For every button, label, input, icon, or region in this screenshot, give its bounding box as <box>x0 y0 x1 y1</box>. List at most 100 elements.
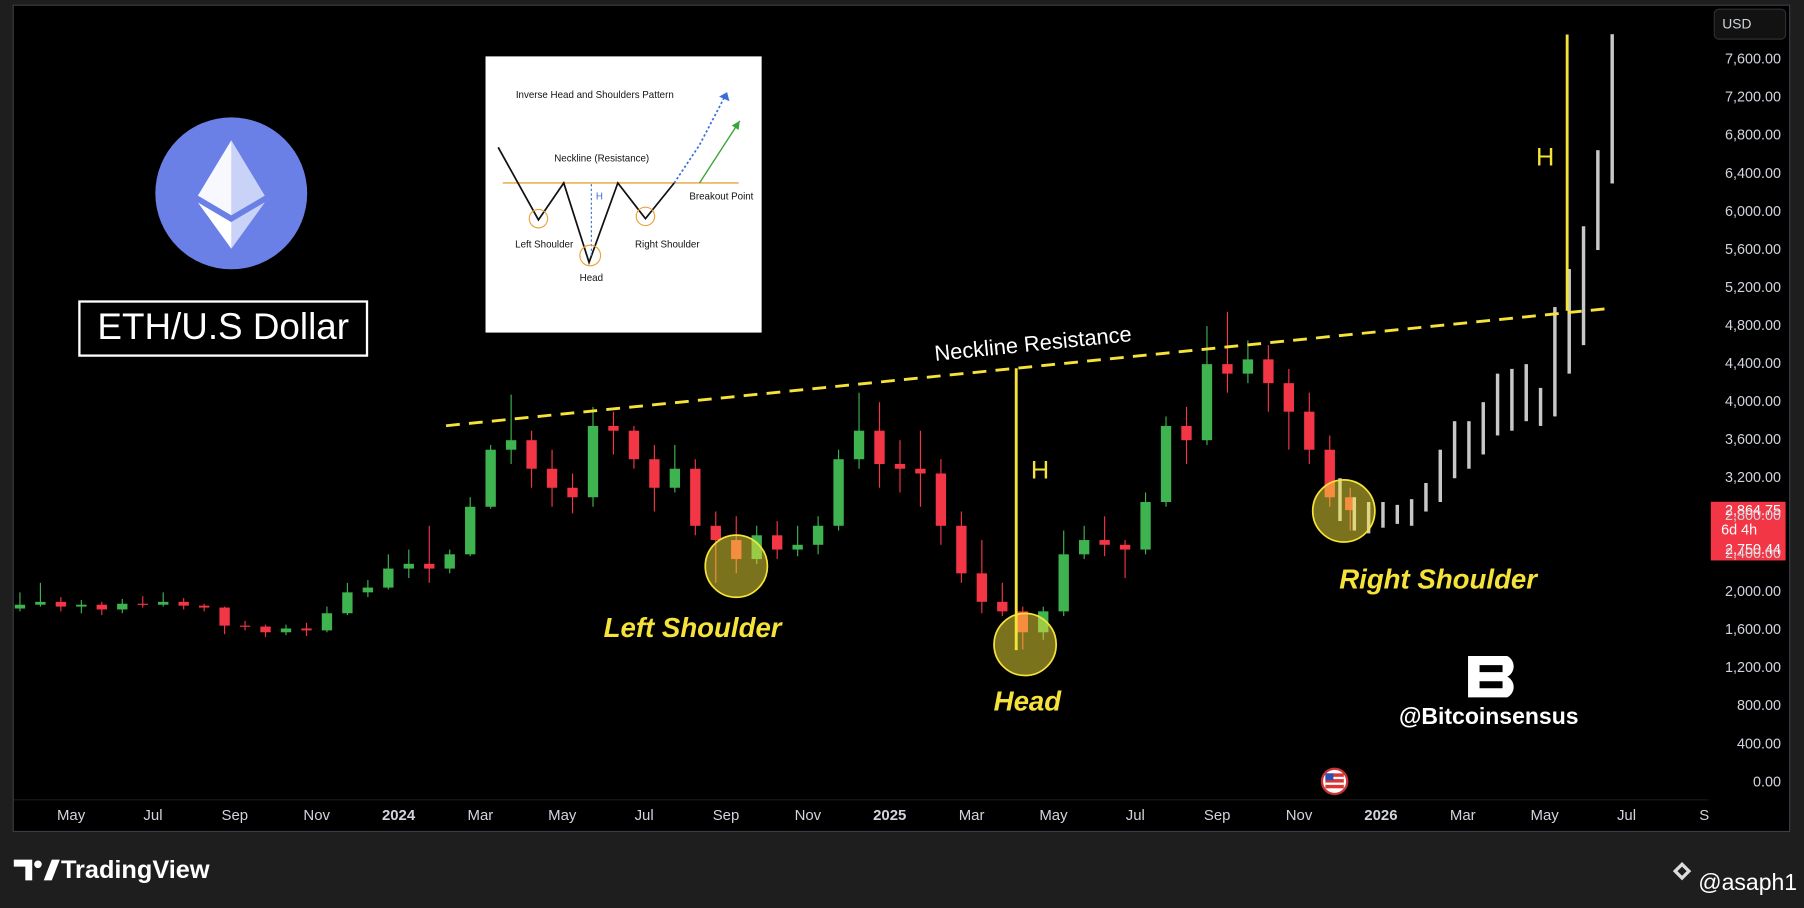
y-tick-label: 6,000.00 <box>1725 204 1781 220</box>
candle-body <box>710 525 721 541</box>
candle-body <box>505 440 517 450</box>
candle-body <box>321 613 333 631</box>
projection-bar <box>1395 504 1400 524</box>
candle-body <box>874 430 885 464</box>
author: @asaph1 <box>1698 869 1797 895</box>
candle-body <box>526 440 537 469</box>
inset-title: Inverse Head and Shoulders Pattern <box>516 90 674 101</box>
candle-body <box>1242 359 1254 374</box>
y-tick-label: 1,600.00 <box>1725 622 1781 638</box>
x-tick-label: 2026 <box>1364 807 1397 824</box>
pattern-label: Head <box>994 685 1063 716</box>
candle-body <box>1263 359 1274 384</box>
candle-body <box>342 592 353 614</box>
inset-label: Neckline (Resistance) <box>554 153 649 164</box>
y-tick-label: 7,600.00 <box>1725 52 1781 68</box>
projection-bar <box>1467 421 1471 469</box>
inset-label: H <box>596 191 603 202</box>
x-tick-label: Se <box>1699 807 1717 824</box>
candle-body <box>997 601 1008 612</box>
candle-body <box>239 625 251 627</box>
candle-body <box>853 430 865 460</box>
event-marker[interactable] <box>1320 767 1349 796</box>
candle-body <box>158 601 169 605</box>
candle-body <box>1058 554 1069 612</box>
candle-body <box>35 601 46 605</box>
y-tick-label: 400.00 <box>1737 736 1781 752</box>
candle-body <box>1304 411 1315 450</box>
candle-body <box>485 449 496 507</box>
candle-body <box>178 601 189 606</box>
candle-body <box>96 604 107 610</box>
candle-body <box>465 506 476 555</box>
x-tick-label: May <box>57 807 86 824</box>
watermark: @Bitcoinsensus <box>1399 703 1579 729</box>
y-tick-label: 6,800.00 <box>1725 128 1781 144</box>
inset-diagram: Inverse Head and Shoulders Pattern Neckl… <box>485 56 762 333</box>
candle-body <box>546 468 558 488</box>
candle-body <box>76 604 87 607</box>
inset-label: Head <box>580 273 603 284</box>
currency-label: USD <box>1722 16 1751 31</box>
candle-body <box>137 603 148 605</box>
candle-body <box>628 430 640 460</box>
inset-label: Breakout Point <box>689 191 753 202</box>
projection-bar <box>1438 449 1442 503</box>
projection-bar <box>1596 150 1600 251</box>
candle-body <box>567 487 578 498</box>
candle-body <box>444 554 455 569</box>
price-tag <box>1710 501 1786 561</box>
pattern-label: Left Shoulder <box>604 612 783 643</box>
candle-body <box>1119 544 1131 550</box>
chart-title: ETH/U.S Dollar <box>97 306 349 347</box>
x-tick-label: Nov <box>795 807 822 824</box>
y-tick-label: 0.00 <box>1753 774 1781 790</box>
projection-bar <box>1510 368 1514 431</box>
projection-bar <box>1610 34 1614 184</box>
candle-body <box>1283 383 1295 412</box>
last-price: 2,864.75 <box>1725 503 1781 519</box>
candle-body <box>935 473 947 526</box>
inset-label: Left Shoulder <box>515 240 574 251</box>
candle-body <box>55 601 67 607</box>
projection-bar <box>1409 499 1414 526</box>
pattern-highlight <box>704 534 769 599</box>
candle-body <box>403 563 414 569</box>
pattern-highlight <box>993 612 1058 677</box>
candle-body <box>1324 449 1335 498</box>
y-tick-label: 3,600.00 <box>1725 432 1781 448</box>
candle-body <box>117 603 128 610</box>
candle-body <box>424 563 435 569</box>
projection-bar <box>1481 402 1485 455</box>
x-tick-label: Nov <box>1286 807 1313 824</box>
currency-button[interactable] <box>1713 8 1787 40</box>
candle-body <box>1222 364 1233 374</box>
candle-body <box>280 628 292 633</box>
x-tick-label: Sep <box>713 807 740 824</box>
candle-body <box>383 568 394 588</box>
candle-body <box>1160 425 1172 503</box>
candle-body <box>649 459 660 488</box>
x-tick-label: May <box>1039 807 1068 824</box>
candle-body <box>976 573 988 602</box>
x-tick-label: Sep <box>222 807 249 824</box>
candle-body <box>669 468 681 488</box>
neckline <box>445 306 1610 428</box>
candle-body <box>792 544 803 550</box>
candle-body <box>219 607 230 626</box>
y-tick-label: 800.00 <box>1737 698 1781 714</box>
title-box <box>78 300 369 357</box>
candle-body <box>772 535 783 550</box>
x-tick-label: Jul <box>1126 807 1145 824</box>
tradingview-logo[interactable] <box>13 859 60 881</box>
x-tick-label: 2025 <box>873 807 906 824</box>
candle-body <box>14 604 26 609</box>
y-tick-label: 6,400.00 <box>1725 166 1781 182</box>
second-price: 2,750.44 <box>1725 542 1781 558</box>
y-tick-label: 7,200.00 <box>1725 90 1781 106</box>
projection-bar <box>1581 226 1586 346</box>
height-label: H <box>1536 143 1554 171</box>
projection-bar <box>1424 482 1428 512</box>
